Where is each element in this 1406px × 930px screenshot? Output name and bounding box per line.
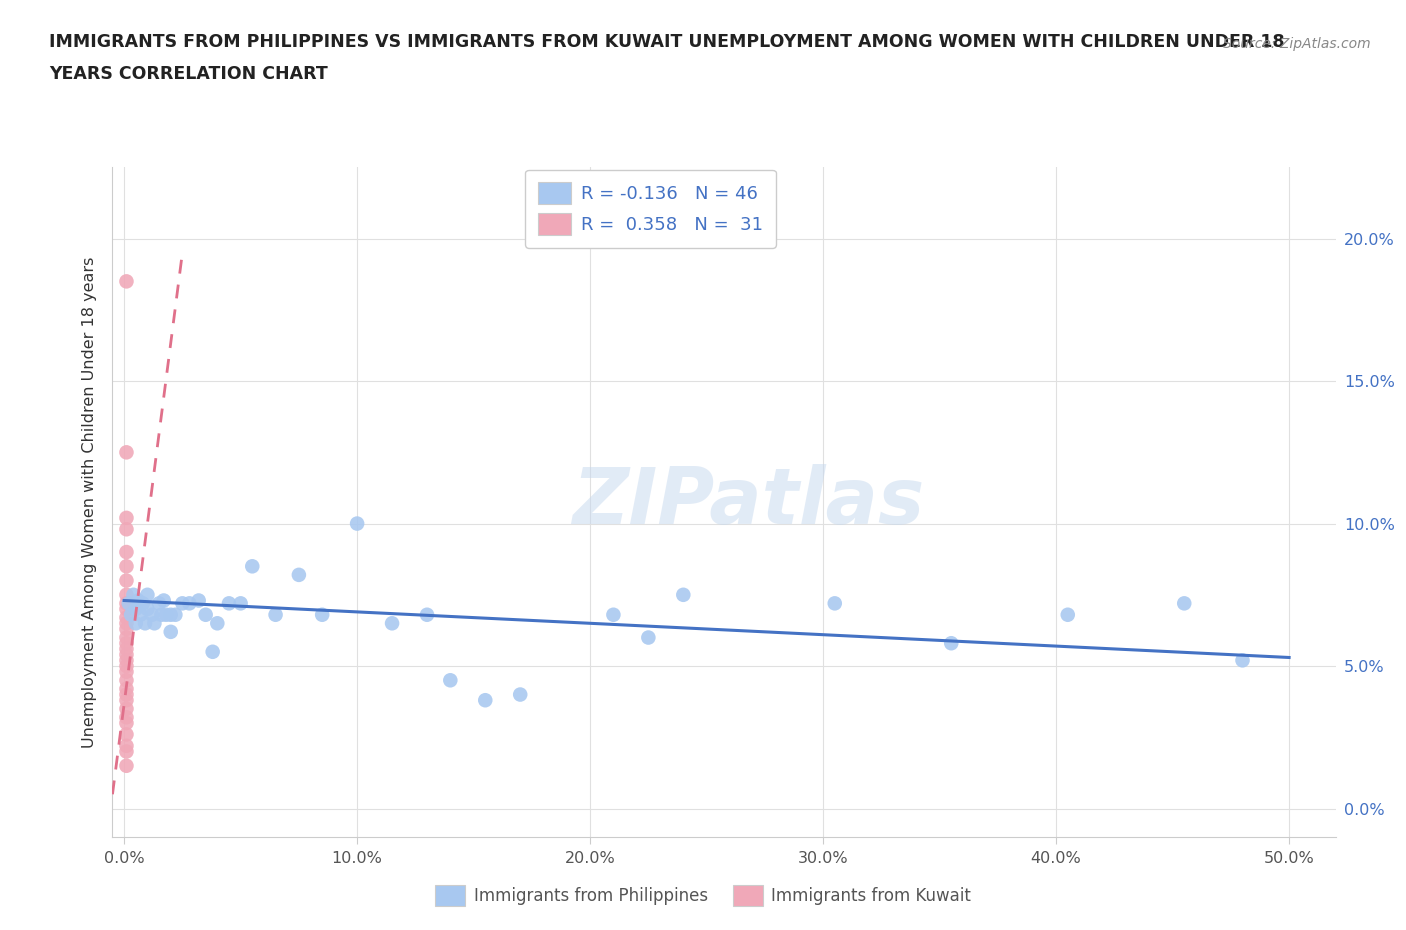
Point bbox=[129, 607, 152, 622]
Point bbox=[172, 596, 194, 611]
Point bbox=[824, 596, 846, 611]
Point bbox=[115, 682, 138, 697]
Text: Source: ZipAtlas.com: Source: ZipAtlas.com bbox=[1223, 37, 1371, 51]
Point bbox=[115, 727, 138, 742]
Point bbox=[115, 738, 138, 753]
Point bbox=[120, 607, 142, 622]
Point bbox=[115, 701, 138, 716]
Point bbox=[115, 687, 138, 702]
Point bbox=[115, 758, 138, 773]
Point bbox=[127, 593, 149, 608]
Point bbox=[115, 610, 138, 625]
Point bbox=[346, 516, 368, 531]
Point bbox=[672, 588, 695, 603]
Point bbox=[1232, 653, 1254, 668]
Point bbox=[148, 596, 170, 611]
Point bbox=[602, 607, 624, 622]
Point bbox=[311, 607, 333, 622]
Point bbox=[115, 664, 138, 679]
Point bbox=[132, 596, 155, 611]
Point bbox=[240, 559, 263, 574]
Point bbox=[115, 274, 138, 289]
Point bbox=[115, 715, 138, 730]
Point bbox=[115, 631, 138, 645]
Point bbox=[115, 573, 138, 588]
Point bbox=[115, 588, 138, 603]
Point bbox=[155, 607, 177, 622]
Point bbox=[207, 616, 229, 631]
Point bbox=[115, 636, 138, 651]
Point bbox=[194, 607, 217, 622]
Point bbox=[115, 642, 138, 657]
Point bbox=[152, 593, 174, 608]
Point bbox=[637, 631, 659, 645]
Point bbox=[122, 588, 145, 603]
Point bbox=[115, 522, 138, 537]
Point bbox=[115, 596, 138, 611]
Point bbox=[509, 687, 531, 702]
Point bbox=[159, 607, 181, 622]
Text: IMMIGRANTS FROM PHILIPPINES VS IMMIGRANTS FROM KUWAIT UNEMPLOYMENT AMONG WOMEN W: IMMIGRANTS FROM PHILIPPINES VS IMMIGRANT… bbox=[49, 33, 1285, 50]
Point bbox=[118, 596, 141, 611]
Point bbox=[115, 511, 138, 525]
Point bbox=[159, 624, 181, 639]
Point bbox=[201, 644, 224, 659]
Point bbox=[941, 636, 963, 651]
Y-axis label: Unemployment Among Women with Children Under 18 years: Unemployment Among Women with Children U… bbox=[82, 257, 97, 748]
Point bbox=[136, 602, 159, 617]
Point bbox=[125, 616, 148, 631]
Text: ZIPatlas: ZIPatlas bbox=[572, 464, 925, 540]
Point bbox=[165, 607, 187, 622]
Point bbox=[125, 602, 148, 617]
Point bbox=[115, 616, 138, 631]
Point bbox=[115, 621, 138, 636]
Point bbox=[115, 658, 138, 673]
Point bbox=[115, 693, 138, 708]
Point bbox=[150, 607, 173, 622]
Point bbox=[1173, 596, 1195, 611]
Point bbox=[187, 593, 209, 608]
Legend: Immigrants from Philippines, Immigrants from Kuwait: Immigrants from Philippines, Immigrants … bbox=[429, 879, 977, 912]
Point bbox=[115, 559, 138, 574]
Point bbox=[136, 588, 159, 603]
Point bbox=[115, 672, 138, 687]
Point bbox=[115, 445, 138, 459]
Point bbox=[141, 607, 163, 622]
Point bbox=[115, 647, 138, 662]
Point bbox=[143, 616, 166, 631]
Text: YEARS CORRELATION CHART: YEARS CORRELATION CHART bbox=[49, 65, 328, 83]
Point bbox=[474, 693, 496, 708]
Point bbox=[416, 607, 439, 622]
Point bbox=[115, 545, 138, 560]
Point bbox=[115, 710, 138, 724]
Point bbox=[229, 596, 252, 611]
Point bbox=[134, 616, 156, 631]
Point bbox=[1056, 607, 1078, 622]
Point bbox=[115, 653, 138, 668]
Point bbox=[264, 607, 287, 622]
Point bbox=[288, 567, 311, 582]
Point bbox=[218, 596, 240, 611]
Point bbox=[381, 616, 404, 631]
Point bbox=[115, 744, 138, 759]
Point bbox=[439, 672, 461, 687]
Point bbox=[115, 602, 138, 617]
Point bbox=[179, 596, 201, 611]
Legend: R = -0.136   N = 46, R =  0.358   N =  31: R = -0.136 N = 46, R = 0.358 N = 31 bbox=[526, 170, 776, 248]
